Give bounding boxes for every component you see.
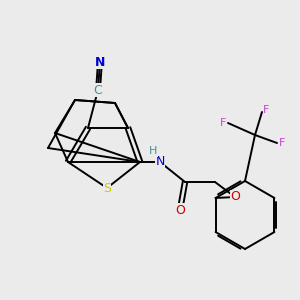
- Text: S: S: [103, 182, 111, 194]
- Text: N: N: [155, 155, 165, 169]
- Text: H: H: [149, 146, 158, 157]
- Text: F: F: [279, 138, 286, 148]
- Text: O: O: [230, 190, 240, 203]
- Text: F: F: [220, 118, 227, 128]
- Text: F: F: [263, 106, 270, 116]
- Text: C: C: [94, 83, 102, 97]
- Text: N: N: [95, 56, 105, 68]
- Text: O: O: [175, 203, 185, 217]
